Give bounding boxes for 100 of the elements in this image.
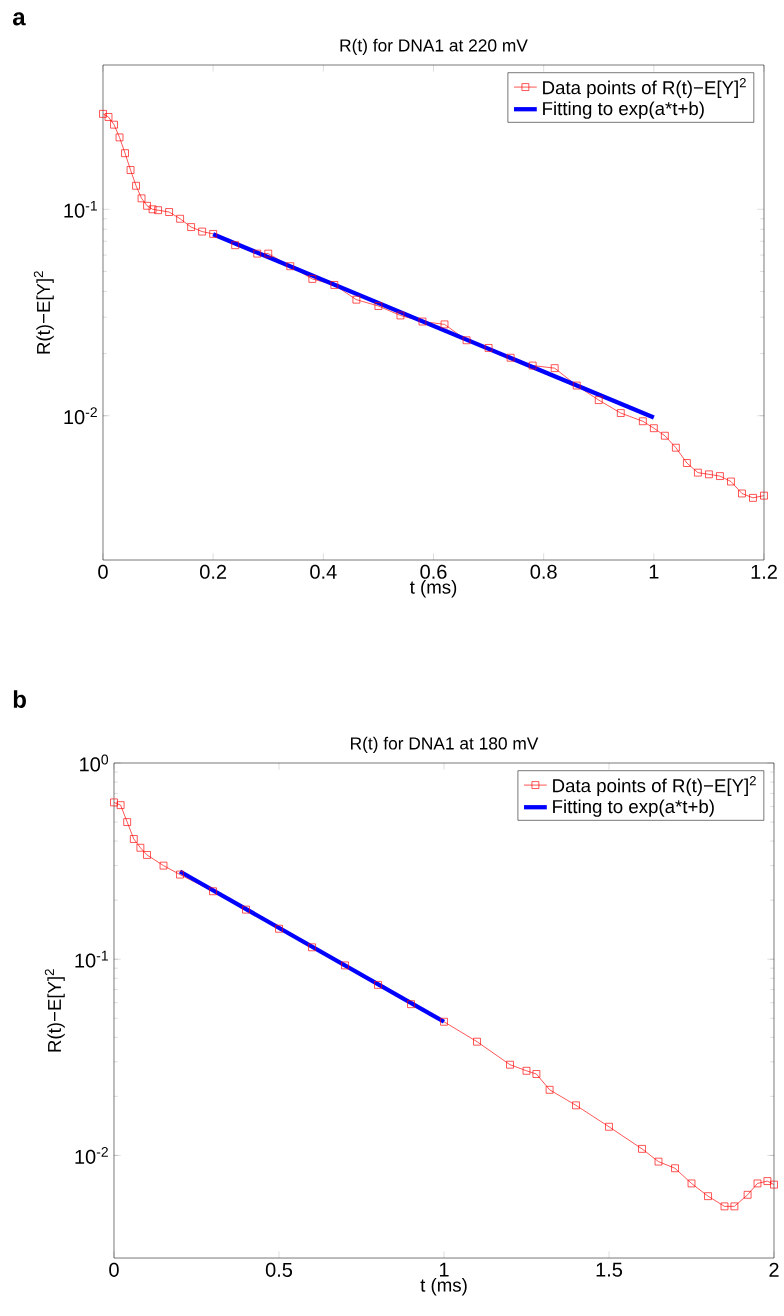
point [187,223,195,231]
text: a [12,12,26,26]
point [545,1086,554,1094]
point [121,149,129,157]
point [730,1202,739,1211]
point [473,1037,481,1046]
point [572,381,581,390]
point [165,208,173,216]
point [462,336,471,345]
point [242,905,250,914]
x-tick-label: 0.6 [420,564,447,579]
x-tick-label: 2 [769,1262,779,1277]
y-tick-label: 10$^{-2}$ [75,1146,108,1164]
point [275,924,283,933]
point [753,1179,762,1188]
point [154,206,162,214]
y-tick-label: 10$^{-2}$ [64,407,97,425]
point [341,961,349,970]
legend-label: Data points of R(t)−E[Y]$^{2}$ [553,776,756,796]
point [704,1192,712,1200]
point [522,1066,531,1075]
point [770,1180,778,1189]
point [374,302,383,310]
point [532,1070,541,1078]
point [572,1101,580,1110]
point [594,396,603,404]
point [694,468,702,477]
point [720,1202,729,1211]
point [407,1000,415,1008]
point [198,227,206,236]
point [143,851,151,859]
point [738,489,746,498]
x-axis-title: t (ms) [420,1278,467,1296]
point [683,459,691,467]
point [763,1177,772,1185]
point [159,861,168,870]
text: b [13,690,26,708]
x-tick-label: 0.2 [200,564,227,579]
point [136,843,145,852]
x-tick-label: 1.5 [596,1262,623,1277]
point [253,249,262,258]
x-tick-label: 1.2 [751,564,777,579]
y-tick-label: 10$^{0}$ [80,754,109,772]
point [308,943,316,952]
point [143,201,151,210]
point [671,1164,679,1173]
point [605,1122,613,1131]
point [528,361,537,370]
point [418,317,427,326]
point [440,320,449,329]
point [148,205,157,214]
legend-label: Fitting to exp(a*t+b) [543,101,704,119]
x-tick-label: 0.8 [530,564,557,579]
point [126,166,135,174]
point [672,443,680,452]
x-tick-label: 1 [439,1262,449,1277]
x-tick-label: 0 [98,564,108,579]
point [132,181,140,190]
point [137,194,146,203]
y-tick-label: 10$^{-1}$ [64,200,97,218]
point [760,491,768,500]
point [727,477,735,486]
point [308,275,317,283]
point [484,344,493,352]
point [286,262,295,271]
point [176,870,184,879]
point [123,818,131,826]
point [352,295,361,304]
x-tick-label: 0 [109,1262,119,1277]
point [639,417,647,426]
point [550,364,559,372]
point [616,409,625,417]
point [129,835,138,843]
point [104,113,113,121]
point [638,1145,646,1153]
chart-title: R(t) for DNA1 at 220 mV [340,38,528,55]
x-tick-label: 0.5 [265,1262,293,1277]
point [396,311,405,320]
point [116,801,125,809]
point [264,249,273,258]
point [231,241,239,250]
point [374,981,382,989]
legend-label: Data points of R(t)−E[Y]$^{2}$ [543,78,746,98]
point [716,472,724,480]
point [705,470,713,479]
point [115,133,124,142]
x-tick-label: 0.4 [310,564,337,579]
point [506,353,515,362]
point [209,887,217,896]
y-axis-title: R(t)−E[Y]$^{2}$ [33,271,54,354]
point [110,798,118,807]
point [176,214,184,223]
point [110,120,118,129]
point [743,1190,752,1199]
point [209,230,217,238]
chart-title: R(t) for DNA1 at 180 mV [351,736,539,753]
legend-label: Fitting to exp(a*t+b) [553,799,714,817]
y-axis-title: R(t)−E[Y]$^{2}$ [44,969,65,1052]
point [687,1179,696,1188]
point [506,1060,514,1069]
